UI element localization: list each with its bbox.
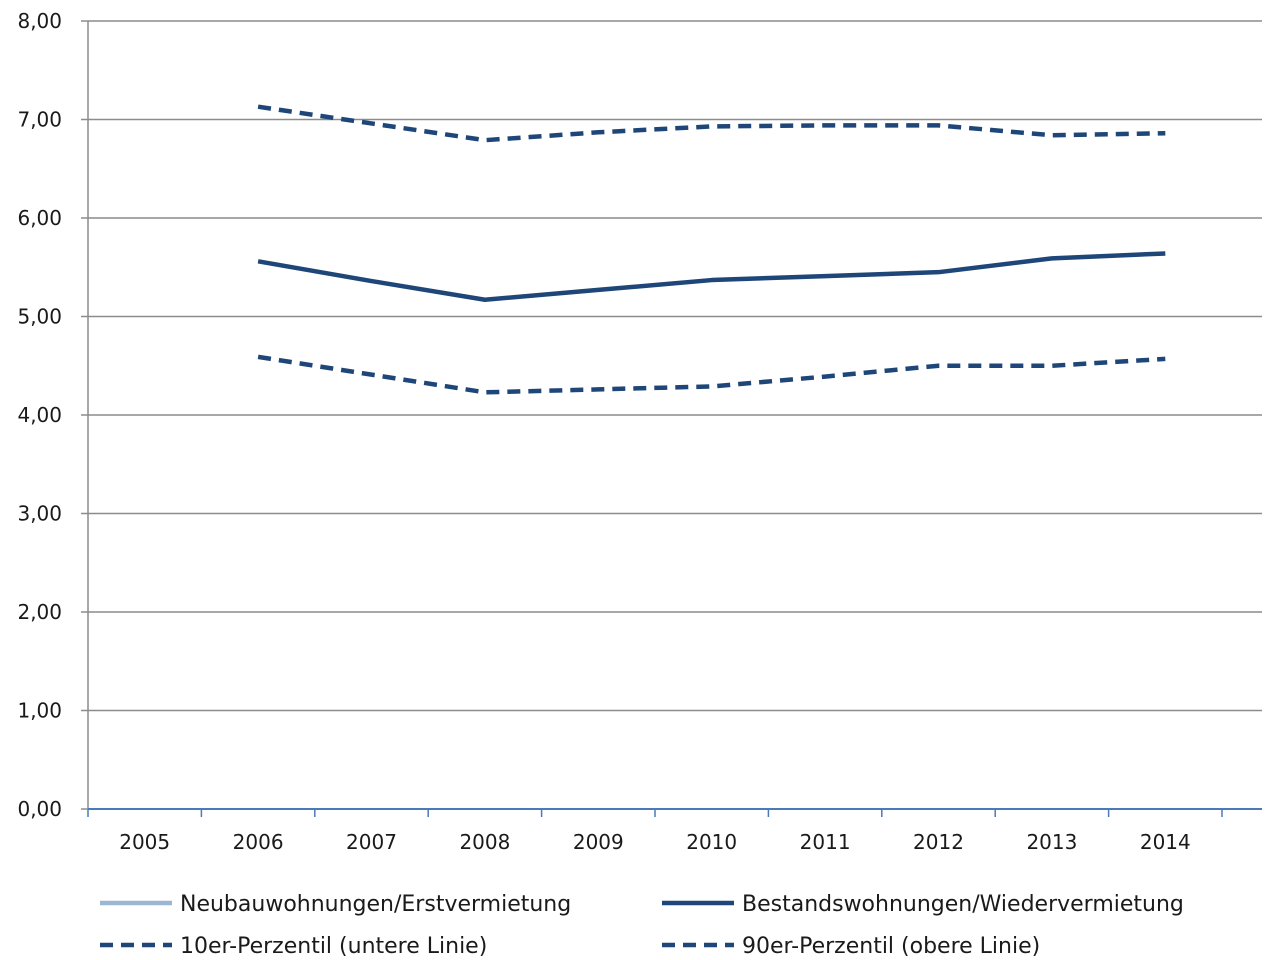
legend-label: 90er-Perzentil (obere Linie) [742, 934, 1040, 959]
y-tick-label: 8,00 [17, 9, 62, 33]
x-tick-label: 2011 [800, 830, 851, 854]
x-tick-label: 2013 [1026, 830, 1077, 854]
x-tick-label: 2010 [686, 830, 737, 854]
x-tick-label: 2006 [233, 830, 284, 854]
y-tick-label: 3,00 [17, 502, 62, 526]
series-line-2 [257, 354, 1166, 395]
series-line-1 [257, 251, 1166, 303]
y-tick-label: 7,00 [17, 108, 62, 132]
legend-label: Bestandswohnungen/Wiedervermietung [742, 892, 1184, 917]
legend-label: Neubauwohnungen/Erstvermietung [180, 892, 571, 917]
legend-label: 10er-Perzentil (untere Linie) [180, 934, 487, 959]
y-tick-label: 2,00 [17, 600, 62, 624]
y-tick-label: 4,00 [17, 403, 62, 427]
x-tick-label: 2012 [913, 830, 964, 854]
y-tick-label: 0,00 [17, 797, 62, 821]
y-tick-label: 1,00 [17, 699, 62, 723]
x-tick-label: 2005 [119, 830, 170, 854]
x-tick-label: 2009 [573, 830, 624, 854]
y-tick-label: 5,00 [17, 305, 62, 329]
y-tick-label: 6,00 [17, 206, 62, 230]
x-tick-label: 2008 [459, 830, 510, 854]
x-tick-label: 2007 [346, 830, 397, 854]
series-line-3 [257, 104, 1166, 143]
x-tick-label: 2014 [1140, 830, 1191, 854]
